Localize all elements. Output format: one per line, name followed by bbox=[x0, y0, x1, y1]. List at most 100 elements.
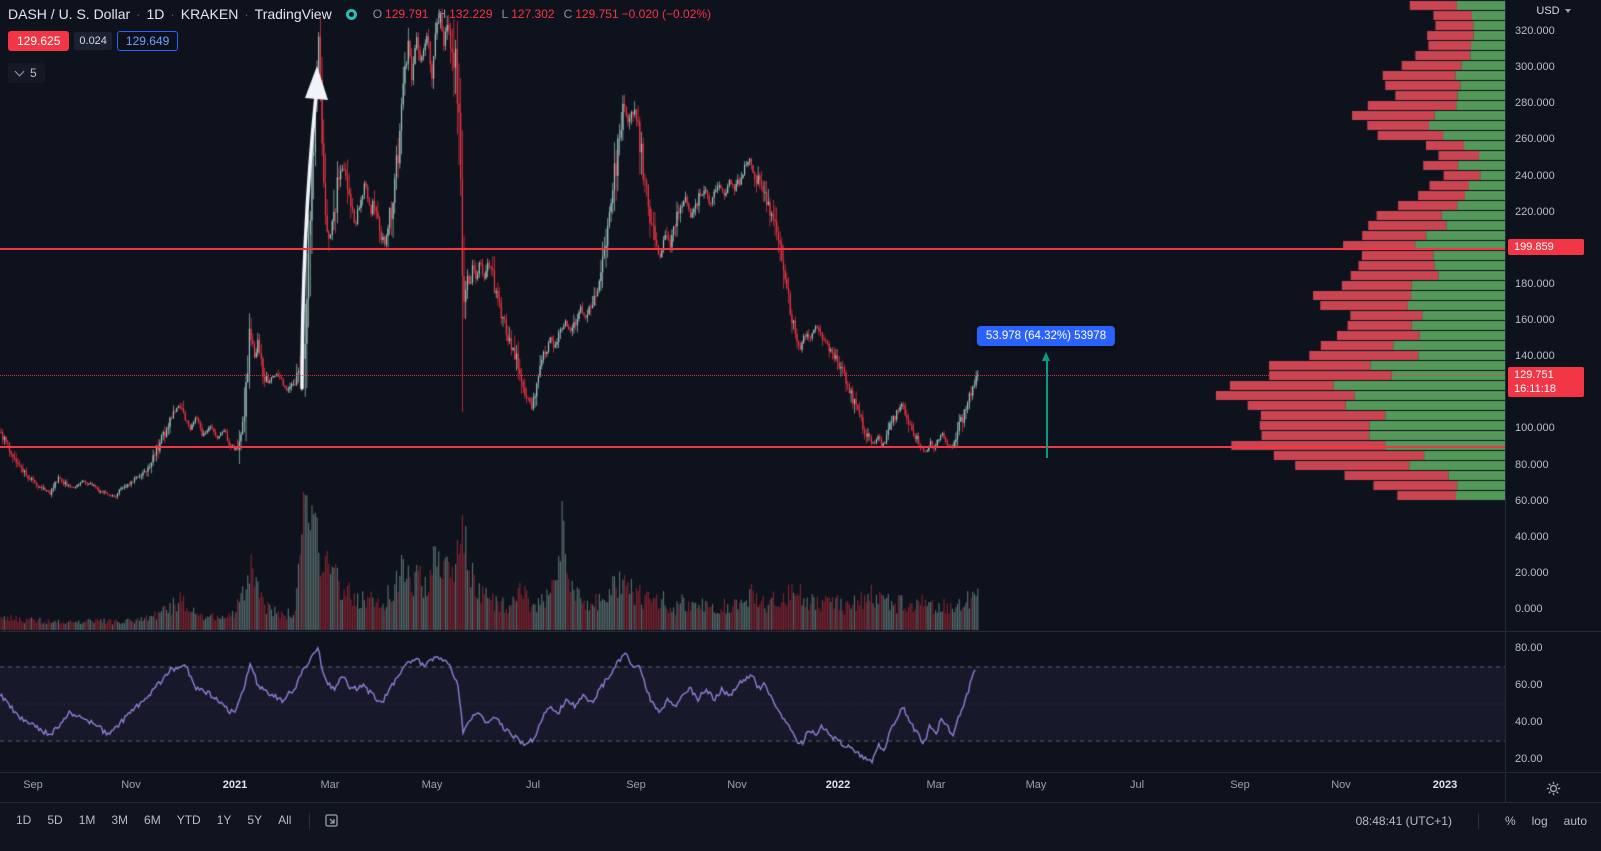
percent-scale-button[interactable]: % bbox=[1504, 814, 1516, 828]
price-axis-label: 260.000 bbox=[1515, 133, 1555, 145]
go-to-date-icon bbox=[325, 814, 339, 827]
current-price-dotted-line bbox=[0, 375, 1505, 376]
time-axis-label: May bbox=[1025, 779, 1047, 791]
rsi-axis-label: 80.00 bbox=[1515, 642, 1543, 654]
close-label: C bbox=[563, 7, 573, 21]
time-axis-label: Sep bbox=[23, 779, 43, 791]
candlestick-chart-canvas[interactable] bbox=[0, 0, 1505, 631]
price-axis-label: 0.000 bbox=[1515, 603, 1543, 615]
log-scale-button[interactable]: log bbox=[1531, 814, 1548, 828]
change-value: −0.020 (−0.02%) bbox=[621, 7, 712, 21]
time-axis-label: Jul bbox=[1129, 779, 1145, 791]
price-axis-label: 220.000 bbox=[1515, 206, 1555, 218]
symbol-title[interactable]: DASH / U. S. Dollar bbox=[8, 6, 131, 22]
platform-label: TradingView bbox=[254, 6, 332, 22]
range-button-all[interactable]: All bbox=[270, 809, 299, 831]
rsi-axis-label: 60.00 bbox=[1515, 679, 1543, 691]
legend-separator: · bbox=[244, 6, 249, 22]
price-axis-label: 60.000 bbox=[1515, 495, 1549, 507]
price-axis[interactable]: USD 320.000 300.000 280.000 260.000 240.000 2… bbox=[1505, 0, 1601, 772]
support-price-line[interactable] bbox=[0, 446, 1505, 448]
indicator-count: 5 bbox=[30, 66, 37, 80]
indicators-collapse-button[interactable]: 5 bbox=[8, 63, 45, 83]
price-axis-label: 280.000 bbox=[1515, 97, 1555, 109]
interval-label[interactable]: 1D bbox=[146, 6, 165, 22]
price-axis-label: 100.000 bbox=[1515, 422, 1555, 434]
range-button-1y[interactable]: 1Y bbox=[209, 809, 240, 831]
axis-pane-separator bbox=[1506, 631, 1601, 632]
current-price-value: 129.751 bbox=[1514, 369, 1554, 381]
spread-value: 0.024 bbox=[74, 32, 112, 50]
time-axis-label: Nov bbox=[727, 779, 747, 791]
buy-price-button[interactable]: 129.649 bbox=[116, 31, 179, 51]
measure-arrow-icon[interactable] bbox=[1042, 352, 1051, 458]
time-axis-label: Nov bbox=[121, 779, 141, 791]
rsi-indicator-pane[interactable] bbox=[0, 632, 1505, 772]
date-range-buttons: 1D 5D 1M 3M 6M YTD 1Y 5Y All bbox=[8, 809, 299, 831]
time-axis-label: May bbox=[421, 779, 443, 791]
chevron-down-icon bbox=[1564, 9, 1571, 13]
price-axis-label: 320.000 bbox=[1515, 25, 1555, 37]
status-dot-icon bbox=[345, 8, 357, 20]
open-label: O bbox=[372, 7, 383, 21]
measure-label[interactable]: 53.978 (64.32%) 53978 bbox=[976, 326, 1116, 346]
current-price-label: 129.751 16:11:18 bbox=[1508, 367, 1584, 397]
price-axis-label: 20.000 bbox=[1515, 567, 1549, 579]
range-button-1d[interactable]: 1D bbox=[8, 809, 39, 831]
chart-legend: DASH / U. S. Dollar · 1D · KRAKEN · Trad… bbox=[8, 6, 711, 83]
price-axis-label: 140.000 bbox=[1515, 350, 1555, 362]
price-axis-label: 80.000 bbox=[1515, 459, 1549, 471]
time-axis-label: Mar bbox=[926, 779, 946, 791]
toolbar-divider bbox=[1477, 813, 1479, 829]
resistance-price-label: 199.859 bbox=[1508, 239, 1584, 255]
range-button-ytd[interactable]: YTD bbox=[169, 809, 209, 831]
time-axis-label: 2023 bbox=[1432, 779, 1458, 791]
clock-label[interactable]: 08:48:41 (UTC+1) bbox=[1355, 814, 1452, 828]
price-axis-label: 160.000 bbox=[1515, 314, 1555, 326]
price-axis-label: 180.000 bbox=[1515, 278, 1555, 290]
rsi-chart-canvas[interactable] bbox=[0, 632, 1505, 772]
auto-scale-button[interactable]: auto bbox=[1563, 814, 1587, 828]
range-button-3m[interactable]: 3M bbox=[103, 809, 136, 831]
price-axis-label: 40.000 bbox=[1515, 531, 1549, 543]
range-button-5y[interactable]: 5Y bbox=[239, 809, 270, 831]
toolbar-divider bbox=[309, 813, 311, 829]
range-button-6m[interactable]: 6M bbox=[136, 809, 169, 831]
time-axis-label: Sep bbox=[1230, 779, 1250, 791]
time-axis[interactable]: Sep Nov 2021 Mar May Jul Sep Nov 2022 Mar May Jul Se… bbox=[0, 772, 1601, 803]
currency-selector-button[interactable]: USD bbox=[1506, 0, 1601, 22]
arrow-head-icon bbox=[1042, 352, 1050, 361]
axis-settings-corner[interactable] bbox=[1505, 773, 1601, 803]
range-button-5d[interactable]: 5D bbox=[39, 809, 70, 831]
main-chart-pane[interactable]: 53.978 (64.32%) 53978 DASH / U. S. Dolla… bbox=[0, 0, 1505, 631]
close-value: 129.751 bbox=[575, 7, 619, 21]
low-label: L bbox=[501, 7, 509, 21]
pane-separator[interactable] bbox=[0, 631, 1601, 632]
exchange-label: KRAKEN bbox=[180, 6, 239, 22]
time-axis-label: Nov bbox=[1331, 779, 1351, 791]
arrow-shaft bbox=[1045, 360, 1048, 458]
low-value: 127.302 bbox=[511, 7, 555, 21]
rsi-axis-label: 20.00 bbox=[1515, 753, 1543, 765]
time-axis-label: 2022 bbox=[825, 779, 851, 791]
resistance-price-line[interactable] bbox=[0, 248, 1505, 250]
ohlc-values: O 129.791 H 132.229 L 127.302 C 129.751 −0.0… bbox=[367, 7, 711, 21]
time-axis-label: Mar bbox=[320, 779, 340, 791]
time-axis-label: Jul bbox=[525, 779, 541, 791]
chevron-down-icon bbox=[14, 66, 25, 77]
gear-icon[interactable] bbox=[1546, 781, 1561, 796]
sell-price-button[interactable]: 129.625 bbox=[8, 31, 70, 51]
currency-label: USD bbox=[1536, 5, 1560, 17]
bottom-toolbar: 1D 5D 1M 3M 6M YTD 1Y 5Y All 08:48:41 (UTC+1) % … bbox=[0, 802, 1601, 851]
time-axis-label: Sep bbox=[626, 779, 646, 791]
high-label: H bbox=[437, 7, 447, 21]
high-value: 132.229 bbox=[449, 7, 493, 21]
price-axis-label: 300.000 bbox=[1515, 61, 1555, 73]
price-axis-label: 240.000 bbox=[1515, 170, 1555, 182]
open-value: 129.791 bbox=[385, 7, 429, 21]
time-axis-label: 2021 bbox=[222, 779, 248, 791]
go-to-date-button[interactable] bbox=[320, 809, 345, 835]
range-button-1m[interactable]: 1M bbox=[71, 809, 104, 831]
rsi-axis-label: 40.00 bbox=[1515, 716, 1543, 728]
